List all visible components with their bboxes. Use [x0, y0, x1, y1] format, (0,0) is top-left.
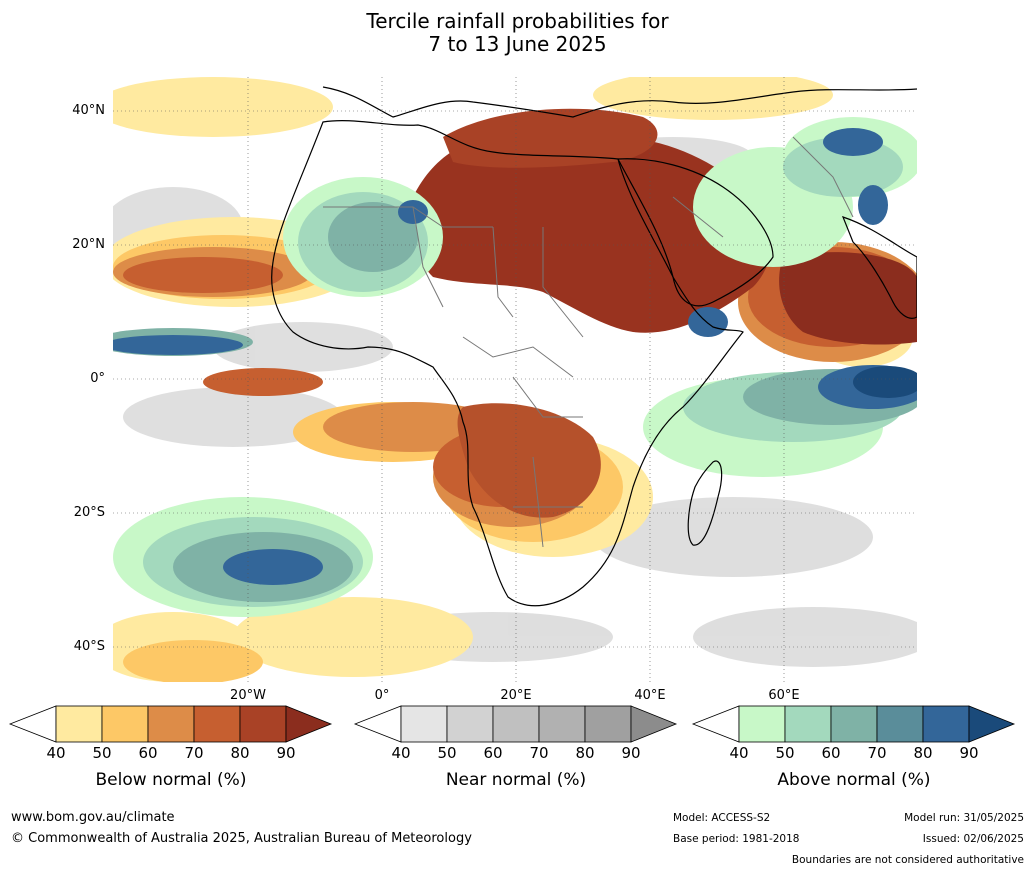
colorbar-near-swatch-2 [446, 705, 494, 743]
lat-label-20s: 20°S [73, 505, 105, 520]
europe-coastline [322, 86, 917, 118]
colorbar-above-swatch-3 [830, 705, 878, 743]
colorbar-below-title: Below normal (%) [95, 770, 247, 790]
copyright-text: © Commonwealth of Australia 2025, Austra… [11, 831, 472, 846]
colorbar-below-swatch-3 [147, 705, 195, 743]
graticule [113, 77, 917, 682]
colorbar-near-swatch-5 [584, 705, 632, 743]
rainfall-probability-map [113, 77, 917, 682]
colorbar-below-low-arrow [8, 705, 57, 743]
arabia-coastline [617, 158, 774, 307]
lat-label-40s: 40°S [73, 639, 105, 654]
colorbar-tick: 50 [437, 744, 457, 762]
country-boundaries [323, 136, 854, 548]
colorbar-above-normal [691, 705, 1016, 743]
colorbar-tick: 40 [46, 744, 66, 762]
colorbar-near-low-arrow [353, 705, 402, 743]
colorbar-tick: 40 [391, 744, 411, 762]
colorbar-near-swatch-1 [400, 705, 448, 743]
colorbar-near-title: Near normal (%) [445, 770, 587, 790]
boundary-disclaimer: Boundaries are not considered authoritat… [791, 854, 1024, 866]
base-period: Base period: 1981-2018 [673, 833, 800, 845]
lat-label-20n: 20°N [72, 237, 105, 252]
below-normal-core-sahara-arabia [409, 132, 772, 333]
colorbar-tick: 70 [184, 744, 204, 762]
title-line-2: 7 to 13 June 2025 [428, 32, 607, 56]
colorbar-above-swatch-5 [922, 705, 970, 743]
lon-label-20w: 20°W [230, 688, 266, 703]
colorbar-above-low-arrow [691, 705, 740, 743]
colorbar-tick: 50 [92, 744, 112, 762]
india-coastline [841, 216, 917, 319]
colorbar-below-swatch-5 [239, 705, 287, 743]
colorbar-tick: 90 [276, 744, 296, 762]
website-link[interactable]: www.bom.gov.au/climate [11, 810, 175, 825]
colorbar-tick: 40 [729, 744, 749, 762]
colorbar-near-swatches [353, 705, 678, 743]
colorbar-above-swatches [691, 705, 1016, 743]
model-name: Model: ACCESS-S2 [673, 812, 771, 824]
lat-label-40n: 40°N [72, 103, 105, 118]
colorbar-tick: 50 [775, 744, 795, 762]
colorbar-above-swatch-2 [784, 705, 832, 743]
colorbar-tick: 90 [621, 744, 641, 762]
colorbar-tick: 90 [959, 744, 979, 762]
colorbar-above-high-arrow [968, 705, 1016, 743]
lon-label-40e: 40°E [634, 688, 666, 703]
colorbar-below-normal [8, 705, 333, 743]
colorbar-above-title: Above normal (%) [777, 770, 931, 790]
issued-date: Issued: 02/06/2025 [922, 833, 1024, 845]
lon-label-0: 0° [374, 688, 390, 703]
colorbar-tick: 70 [867, 744, 887, 762]
above-normal-core-indian-ocean [853, 366, 917, 398]
colorbar-tick: 60 [138, 744, 158, 762]
colorbar-near-high-arrow [630, 705, 678, 743]
map-canvas [113, 77, 917, 682]
colorbar-above-swatch-4 [876, 705, 924, 743]
colorbar-tick: 60 [821, 744, 841, 762]
colorbar-below-swatch-2 [101, 705, 149, 743]
colorbar-below-swatch-4 [193, 705, 241, 743]
lat-label-equator: 0° [90, 371, 105, 386]
colorbar-near-normal [353, 705, 678, 743]
colorbar-near-swatch-3 [492, 705, 540, 743]
africa-coastline [271, 119, 744, 607]
colorbar-near-swatch-4 [538, 705, 586, 743]
colorbar-below-swatches [8, 705, 333, 743]
lon-label-60e: 60°E [768, 688, 800, 703]
madagascar-coastline [687, 460, 723, 546]
colorbar-above-swatch-1 [738, 705, 786, 743]
below-normal-southern-africa [457, 403, 601, 518]
colorbar-tick: 80 [230, 744, 250, 762]
map-title: Tercile rainfall probabilities for 7 to … [0, 10, 1035, 56]
colorbar-tick: 80 [913, 744, 933, 762]
colorbar-below-high-arrow [285, 705, 333, 743]
title-line-1: Tercile rainfall probabilities for [366, 9, 669, 33]
colorbar-tick: 80 [575, 744, 595, 762]
model-run-date: Model run: 31/05/2025 [904, 812, 1024, 824]
colorbar-below-swatch-1 [55, 705, 103, 743]
lon-label-20e: 20°E [500, 688, 532, 703]
colorbar-tick: 70 [529, 744, 549, 762]
below-normal-core-east [779, 252, 917, 345]
colorbar-tick: 60 [483, 744, 503, 762]
